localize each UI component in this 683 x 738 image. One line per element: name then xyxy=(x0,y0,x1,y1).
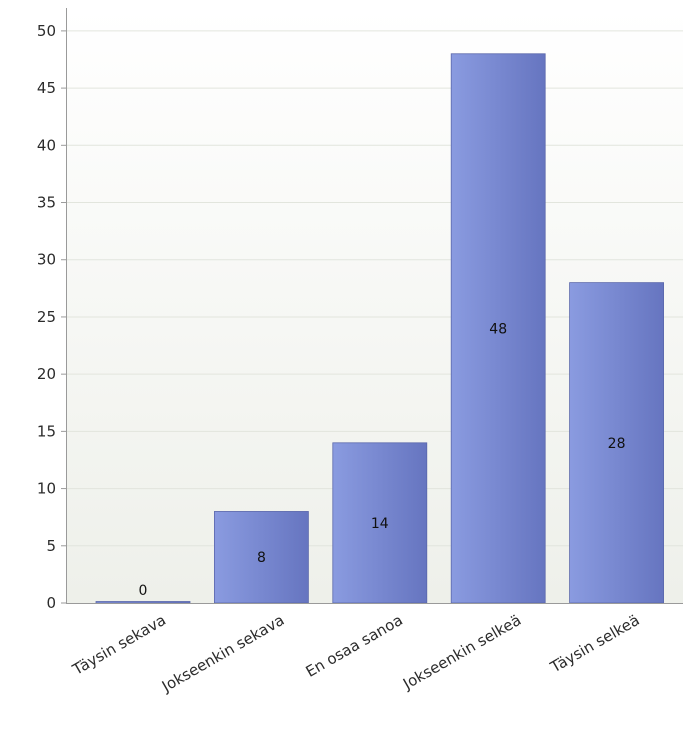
y-tick-label: 50 xyxy=(37,22,56,40)
axes xyxy=(66,8,683,604)
data-label: 28 xyxy=(608,436,626,452)
x-tick-label: Täysin selkeä xyxy=(547,611,643,677)
bar xyxy=(95,601,191,604)
y-tick-label: 20 xyxy=(37,365,56,383)
data-label: 8 xyxy=(257,550,266,566)
bar xyxy=(450,53,546,604)
x-tick-label: Jokseenkin sekava xyxy=(158,611,287,696)
y-tick-label: 35 xyxy=(37,194,56,212)
y-tick-label: 15 xyxy=(37,422,56,440)
y-tick-label: 30 xyxy=(37,251,56,269)
y-tick-label: 5 xyxy=(46,537,56,555)
data-label: 48 xyxy=(489,321,507,337)
data-labels: 0 8 14 48 28 xyxy=(139,321,626,599)
bar xyxy=(213,511,309,604)
x-tick-label: En osaa sanoa xyxy=(303,611,406,681)
y-tick-label: 40 xyxy=(37,136,56,154)
y-tick-label: 0 xyxy=(46,594,56,612)
data-label: 14 xyxy=(371,516,389,532)
x-tick-label: Jokseenkin selkeä xyxy=(399,611,524,694)
y-tick-label: 25 xyxy=(37,308,56,326)
bars xyxy=(95,53,664,604)
y-tick-label: 10 xyxy=(37,480,56,498)
x-tick-label: Täysin sekava xyxy=(69,611,169,679)
y-tick-label: 45 xyxy=(37,79,56,97)
data-label: 0 xyxy=(139,583,148,599)
bar xyxy=(332,442,428,604)
bar xyxy=(569,282,664,604)
y-tick-labels: 0 5 10 15 20 25 30 35 40 45 50 xyxy=(37,22,66,612)
